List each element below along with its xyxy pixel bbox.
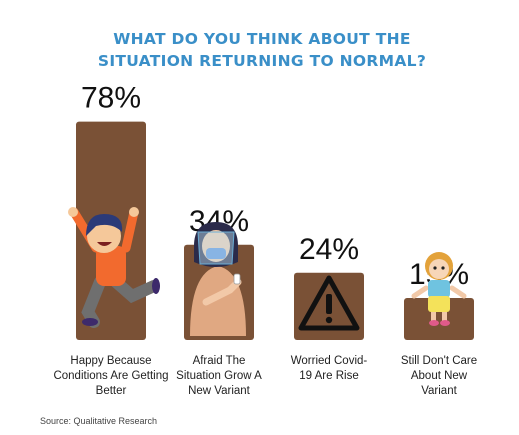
chart-title-line-2: SITUATION RETURNING TO NORMAL?: [98, 52, 426, 70]
category-label-2-line-1: Afraid The: [193, 355, 246, 367]
category-label-1-line-3: Better: [96, 385, 127, 397]
warning-sign-icon: [298, 275, 360, 331]
category-label-1-line-1: Happy Because: [70, 355, 151, 367]
category-label-3-line-1: Worried Covid-: [291, 355, 368, 367]
category-label-4-line-3: Variant: [421, 385, 457, 397]
chart-title-line-1: WHAT DO YOU THINK ABOUT THE: [113, 30, 411, 48]
bar-4: [404, 298, 474, 340]
category-label-1-line-2: Conditions Are Getting: [53, 370, 168, 382]
masked-woman-icon: [190, 222, 246, 336]
shrugging-girl-icon: [411, 252, 467, 326]
value-label-1: 78%: [81, 82, 141, 115]
category-label-2-line-2: Situation Grow A: [176, 370, 262, 382]
category-label-4-line-1: Still Don't Care: [401, 355, 477, 367]
value-label-3: 24%: [299, 233, 359, 266]
category-label-4-line-2: About New: [411, 370, 468, 382]
category-label-3-line-2: 19 Are Rise: [299, 370, 358, 382]
category-label-2-line-3: New Variant: [188, 385, 251, 397]
source-note: Source: Qualitative Research: [40, 416, 157, 426]
happy-child-icon: [68, 207, 160, 328]
icons-group: [68, 207, 467, 336]
